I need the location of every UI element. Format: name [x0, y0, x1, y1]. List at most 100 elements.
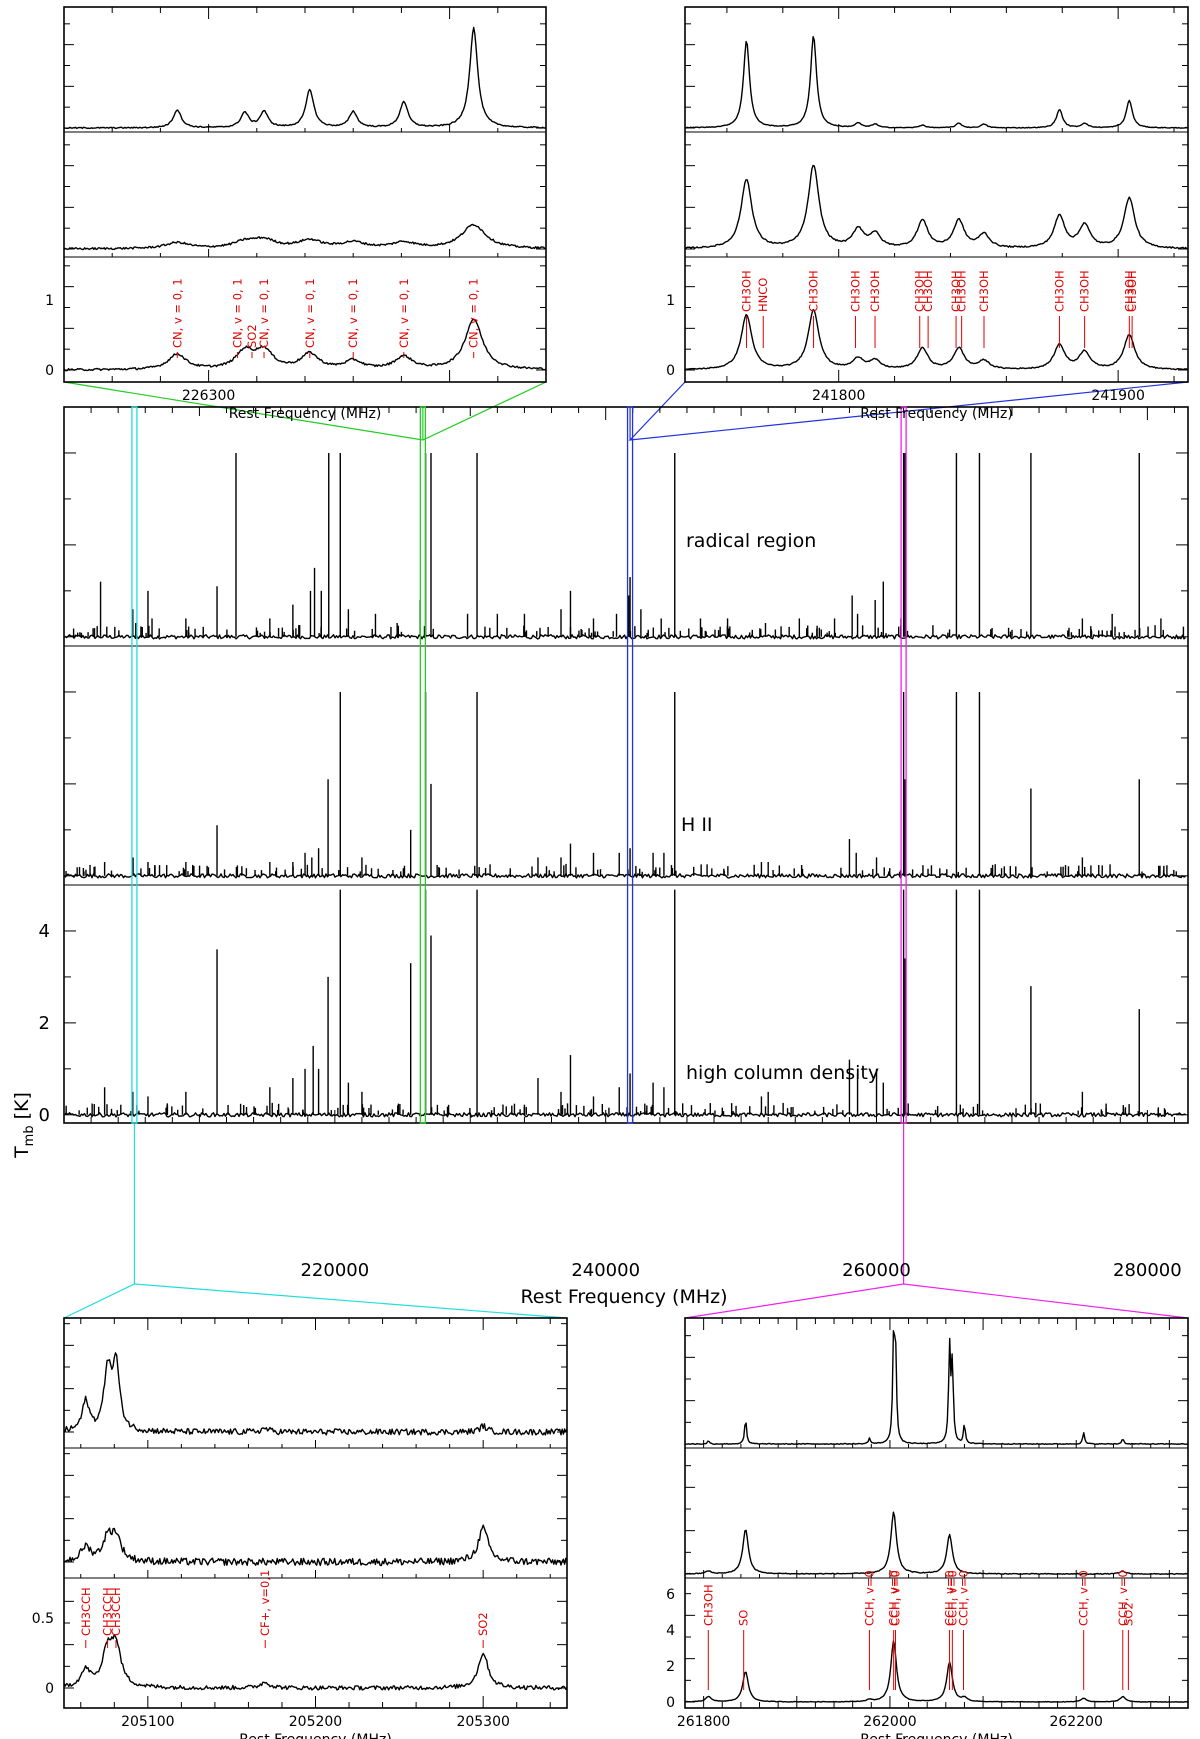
- zoom-axes-frame: [684, 6, 1189, 383]
- highlight-band: [419, 406, 427, 1124]
- y-tick-label: 2: [39, 1013, 50, 1034]
- line-label: CN, v = 0, 1: [397, 278, 411, 348]
- zoom-spectrum-2: [684, 309, 1189, 371]
- line-label: CH3OH: [701, 1584, 715, 1626]
- line-label: CH3OH: [921, 270, 935, 312]
- zoom-spectrum-1: [684, 1511, 1189, 1575]
- zoom-spectrum-0: [684, 36, 1189, 129]
- zoom-spectrum-0: [63, 26, 547, 130]
- zoom-axes-frame: [684, 1317, 1189, 1709]
- zoom-y-tick-label: 1: [45, 293, 54, 309]
- line-label: CH3OH: [955, 270, 969, 312]
- zoom-y-tick-label: 0: [666, 363, 675, 379]
- zoom-x-tick-label: 205200: [289, 1714, 342, 1730]
- line-label: CN, v = 0, 1: [231, 278, 245, 348]
- line-label: CH3CCH: [101, 1587, 115, 1636]
- zoom-xlabel: Rest Frequency (MHz): [229, 406, 382, 422]
- zoom-y-tick-label: 6: [666, 1587, 675, 1603]
- zoom-panel-262000: 0 2 4 6 261800 262000 262200 Rest Frequency (MH…: [666, 1317, 1189, 1739]
- line-label: CH3OH: [913, 270, 927, 312]
- zoom-x-tick-label: 241800: [812, 388, 865, 404]
- zoom-spectrum-0: [63, 1352, 568, 1436]
- zoom-spectrum-2: [63, 318, 547, 372]
- line-label: CN, v = 0, 1: [346, 278, 360, 348]
- x-tick-label: 220000: [300, 1260, 369, 1281]
- zoom-x-tick-label: 262000: [863, 1714, 916, 1730]
- region-label-hii: H II: [681, 814, 713, 836]
- main-xlabel: Rest Frequency (MHz): [520, 1286, 727, 1308]
- line-label: CH3OH: [1122, 270, 1136, 312]
- zoom-spectrum-0: [684, 1330, 1189, 1446]
- zoom-y-tick-label: 1: [666, 293, 675, 309]
- zoom-y-tick-label: 0: [666, 1695, 675, 1711]
- line-label: CH3OH: [1078, 270, 1092, 312]
- line-label: CN, v = 0, 1: [467, 278, 481, 348]
- zoom-panel-226300: 0 1 226300 Rest Frequency (MHz) CN, v = 0, 1…: [45, 6, 547, 422]
- line-label: CH3OH: [949, 270, 963, 312]
- zoom-spectrum-2: [684, 1640, 1189, 1703]
- highlight-band: [900, 406, 907, 1124]
- line-label: CH3OH: [977, 270, 991, 312]
- line-label: CCH, v=0: [862, 1570, 876, 1626]
- zoom-x-tick-label: 205100: [121, 1714, 174, 1730]
- ylabel-sub: mb: [22, 1125, 37, 1146]
- line-label: CCH, v=0: [943, 1570, 957, 1626]
- line-label: CCH, v=0: [957, 1570, 971, 1626]
- line-label: CCH, v=0: [889, 1570, 903, 1626]
- line-label: CH3CCH: [79, 1587, 93, 1636]
- line-label: CH3OH: [739, 270, 753, 312]
- zoom-connector: [63, 1283, 568, 1319]
- zoom-spectrum-1: [63, 1524, 568, 1567]
- line-label: SO2: [245, 324, 259, 348]
- zoom-axes-frame: [63, 1317, 568, 1709]
- line-label: CF+, v=0,1: [258, 1570, 272, 1636]
- main-axes-frame: [63, 406, 1189, 1124]
- line-label: HNCO: [756, 278, 770, 312]
- line-label: CCH, v=0: [887, 1570, 901, 1626]
- highlight-band: [626, 406, 634, 1124]
- line-label: CCH, v=0: [945, 1570, 959, 1626]
- zoom-x-tick-label: 205300: [456, 1714, 509, 1730]
- baseline-1: [64, 873, 1186, 879]
- zoom-xlabel: Rest Frequency (MHz): [239, 1732, 392, 1739]
- line-label: CH3OH: [848, 270, 862, 312]
- x-tick-label: 240000: [571, 1260, 640, 1281]
- baseline-2: [64, 1112, 1186, 1118]
- x-tick-label: 280000: [1113, 1260, 1182, 1281]
- zoom-y-tick-label: 4: [666, 1623, 675, 1639]
- zoom-spectrum-1: [684, 164, 1189, 250]
- line-label: CH3OH: [1052, 270, 1066, 312]
- ylabel-unit: [K]: [11, 1092, 33, 1125]
- line-label: CN, v = 0, 1: [257, 278, 271, 348]
- zoom-panel-205100: 0 0.5 205100 205200 205300 Rest Frequency (MH…: [32, 1317, 568, 1739]
- x-tick-label: 260000: [842, 1260, 911, 1281]
- ylabel-main: T: [11, 1146, 33, 1159]
- baseline-0: [64, 634, 1186, 640]
- overview-spectrum-chart: 0 2 4 220000 240000 260000 280000: [39, 406, 1189, 1281]
- main-ylabel: Tmb [K]: [11, 1092, 37, 1159]
- zoom-spectrum-2: [63, 1634, 567, 1691]
- zoom-x-tick-label: 261800: [677, 1714, 730, 1730]
- line-label: CN, v = 0, 1: [303, 278, 317, 348]
- zoom-x-tick-label: 226300: [182, 388, 235, 404]
- zoom-xlabel: Rest Frequency (MHz): [860, 406, 1013, 422]
- zoom-y-tick-label: 0.5: [32, 1611, 54, 1627]
- line-label: SO2: [1121, 1602, 1135, 1626]
- line-label: CH3CCH: [109, 1587, 123, 1636]
- zoom-connector-lines: [63, 381, 1189, 1319]
- zoom-y-tick-label: 0: [45, 363, 54, 379]
- zoom-connector: [684, 1283, 1189, 1319]
- highlight-band: [131, 406, 138, 1124]
- zoom-xlabel: Rest Frequency (MHz): [860, 1732, 1013, 1739]
- zoom-spectrum-1: [63, 223, 547, 251]
- region-label-high-column: high column density: [686, 1062, 879, 1084]
- y-tick-label: 4: [39, 921, 50, 942]
- line-label: CH3OH: [1125, 270, 1139, 312]
- line-label: CCH, v=0: [1077, 1570, 1091, 1626]
- zoom-x-tick-label: 262200: [1049, 1714, 1102, 1730]
- zoom-y-tick-label: 2: [666, 1659, 675, 1675]
- svg-text:Tmb [K]: Tmb [K]: [11, 1092, 37, 1159]
- line-label: CN, v = 0, 1: [170, 278, 184, 348]
